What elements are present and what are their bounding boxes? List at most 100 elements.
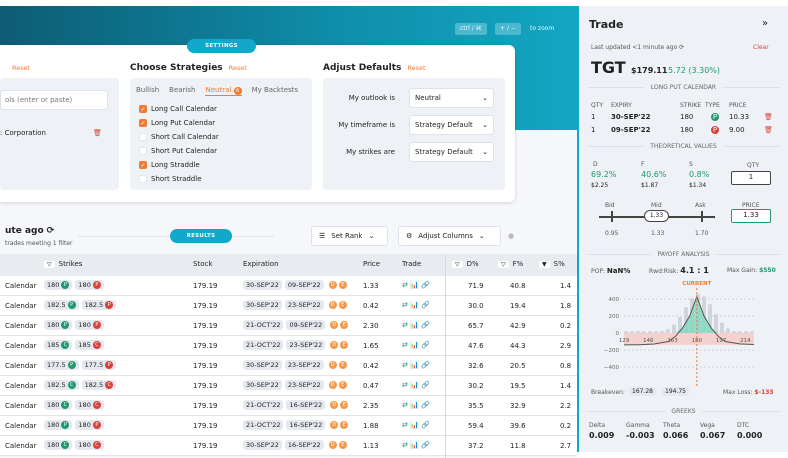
filter-icon[interactable]: ▽ (498, 261, 509, 268)
strategy-cell: Calendar (5, 382, 37, 390)
default-select[interactable]: Strategy Default ⌄ (409, 115, 494, 135)
strategy-checkbox[interactable]: ✓ Long Call Calendar (139, 105, 217, 113)
table-row[interactable]: Calendar 180 P 180 P 179.19 30-SEP'22 09-SEP… (0, 276, 577, 296)
chart-icon[interactable]: 📊 (410, 401, 419, 409)
filter-icon[interactable]: ▽ (44, 261, 55, 268)
qty-stepper[interactable]: 1 (731, 171, 771, 185)
chart-icon[interactable]: 📊 (410, 321, 419, 329)
symbols-reset[interactable]: Reset (12, 64, 31, 72)
tab-bullish[interactable]: Bullish (136, 86, 160, 94)
filter-active-icon[interactable]: ▼ (539, 261, 550, 268)
f-cell: 19.5 (510, 382, 526, 390)
swap-icon[interactable]: ⇄ (402, 361, 408, 369)
strategy-checkbox[interactable]: Short Put Calendar (139, 147, 217, 155)
strategy-cell: Calendar (5, 402, 37, 410)
ticker-change: 5.72 (3.30%) (668, 66, 721, 75)
refresh-icon[interactable]: ⟳ (46, 226, 55, 236)
link-icon[interactable]: 🔗 (421, 401, 430, 409)
trash-icon[interactable]: 🗑 (93, 129, 102, 137)
link-icon[interactable]: 🔗 (421, 321, 430, 329)
trash-icon[interactable]: 🗑 (764, 126, 773, 134)
table-row[interactable]: Calendar 180 C 180 C 179.19 21-OCT'22 16-SEP… (0, 396, 577, 416)
strikes-cell: 180 C 180 C (44, 440, 107, 450)
price-input[interactable]: 1.33 (731, 209, 771, 223)
adjust-columns-button[interactable]: ⚙ Adjust Columns ⌄ (398, 226, 501, 246)
collapse-icon[interactable]: » (762, 18, 769, 29)
y-tick-label: −200 (604, 348, 620, 354)
default-select[interactable]: Strategy Default ⌄ (409, 142, 494, 162)
swap-icon[interactable]: ⇄ (402, 441, 408, 449)
link-icon[interactable]: 🔗 (421, 381, 430, 389)
link-icon[interactable]: 🔗 (421, 421, 430, 429)
strategies-reset[interactable]: Reset (228, 64, 247, 72)
chart-icon[interactable]: 📊 (410, 381, 419, 389)
s-cell: 0.2 (560, 422, 572, 430)
f-pct: 40.6% (641, 170, 667, 179)
mid-slider-handle[interactable]: 1.33 (644, 210, 669, 222)
swap-icon[interactable]: ⇄ (402, 381, 408, 389)
strategy-checkbox[interactable]: ✓ Long Put Calendar (139, 119, 215, 127)
link-icon[interactable]: 🔗 (421, 361, 430, 369)
link-icon[interactable]: 🔗 (421, 441, 430, 449)
symbol-input[interactable]: ols (enter or paste) (0, 90, 108, 110)
chart-icon[interactable]: 📊 (410, 421, 419, 429)
filter-icon[interactable]: ▽ (452, 261, 463, 268)
checkbox-icon[interactable]: ✓ (139, 119, 147, 127)
swap-icon[interactable]: ⇄ (402, 301, 408, 309)
chart-icon[interactable]: 📊 (410, 361, 419, 369)
link-icon[interactable]: 🔗 (421, 301, 430, 309)
defaults-reset[interactable]: Reset (407, 64, 426, 72)
strategy-checkbox[interactable]: Short Straddle (139, 175, 202, 183)
strategy-cell: Calendar (5, 362, 37, 370)
table-row[interactable]: Calendar 177.5 P 177.5 P 179.19 30-SEP'22 23… (0, 356, 577, 376)
strategy-label: Short Call Calendar (151, 133, 219, 141)
chart-icon[interactable]: 📊 (410, 441, 419, 449)
help-icon[interactable]: ● (508, 232, 515, 240)
swap-icon[interactable]: ⇄ (402, 421, 408, 429)
link-icon[interactable]: 🔗 (421, 341, 430, 349)
table-row[interactable]: Calendar 180 P 180 P 179.19 21-OCT'22 09-SEP… (0, 316, 577, 336)
col-s[interactable]: ▼ S% (539, 260, 565, 268)
swap-icon[interactable]: ⇄ (402, 341, 408, 349)
col-f[interactable]: ▽ F% (498, 260, 523, 268)
col-strikes[interactable]: ▽ Strikes (44, 260, 82, 268)
table-row[interactable]: Calendar 185 C 185 C 179.19 21-OCT'22 23-SEP… (0, 336, 577, 356)
swap-icon[interactable]: ⇄ (402, 321, 408, 329)
column-divider (445, 254, 446, 458)
set-rank-button[interactable]: ☰ Set Rank ⌄ (311, 226, 388, 246)
results-pill[interactable]: RESULTS (170, 229, 232, 243)
swap-icon[interactable]: ⇄ (402, 281, 408, 289)
strategy-checkbox[interactable]: Short Call Calendar (139, 133, 219, 141)
table-row[interactable]: Calendar 180 P 180 P 179.19 21-OCT'22 16-SEP… (0, 416, 577, 436)
distribution-bar (642, 331, 646, 333)
settings-pill[interactable]: SETTINGS (187, 39, 256, 53)
clear-button[interactable]: Clear (753, 44, 769, 51)
col-expiration[interactable]: Expiration (243, 260, 279, 268)
table-row[interactable]: Calendar 182.5 P 182.5 P 179.19 30-SEP'22 23… (0, 296, 577, 316)
chart-icon[interactable]: 📊 (410, 281, 419, 289)
checkbox-icon[interactable]: ✓ (139, 105, 147, 113)
price-cell: 2.35 (363, 402, 379, 410)
default-select[interactable]: Neutral ⌄ (409, 88, 494, 108)
checkbox-icon[interactable] (139, 147, 147, 155)
chart-icon[interactable]: 📊 (410, 301, 419, 309)
refresh-icon[interactable]: ⟳ (679, 44, 685, 51)
chart-icon[interactable]: 📊 (410, 341, 419, 349)
checkbox-icon[interactable] (139, 133, 147, 141)
col-stock[interactable]: Stock (193, 260, 213, 268)
link-icon[interactable]: 🔗 (421, 281, 430, 289)
swap-icon[interactable]: ⇄ (402, 401, 408, 409)
checkbox-icon[interactable]: ✓ (139, 161, 147, 169)
tab-neutral[interactable]: Neutral 6 (205, 86, 242, 96)
strategy-checkbox[interactable]: ✓ Long Straddle (139, 161, 200, 169)
trash-icon[interactable]: 🗑 (764, 113, 773, 121)
col-price[interactable]: Price (363, 260, 381, 268)
strikes-cell: 177.5 P 177.5 P (44, 360, 119, 370)
strikes-cell: 182.5 C 182.5 C (44, 380, 119, 390)
col-d[interactable]: ▽ D% (452, 260, 479, 268)
tab-bearish[interactable]: Bearish (169, 86, 196, 94)
table-row[interactable]: Calendar 182.5 C 182.5 C 179.19 30-SEP'22 23… (0, 376, 577, 396)
checkbox-icon[interactable] (139, 175, 147, 183)
tab-my-backtests[interactable]: My Backtests (251, 86, 299, 94)
table-row[interactable]: Calendar 180 C 180 C 179.19 30-SEP'22 16-SEP… (0, 436, 577, 456)
